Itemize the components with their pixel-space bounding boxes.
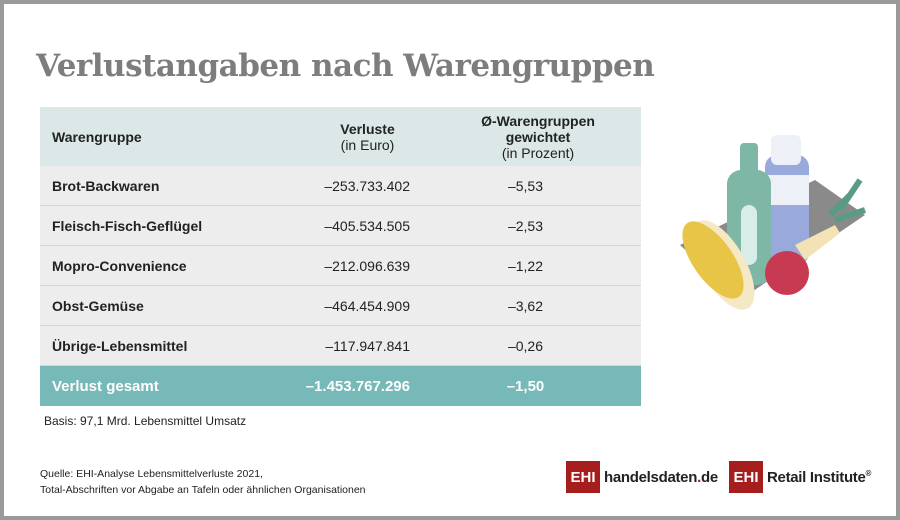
- row-name: Obst-Gemüse: [52, 297, 144, 314]
- retail-institute-text: Retail Institute®: [767, 469, 871, 486]
- ehi-mark: EHI: [729, 461, 763, 493]
- total-pct: –1,50: [506, 377, 545, 395]
- header-warengruppe: Warengruppe: [52, 128, 142, 145]
- tomato-icon: [765, 251, 809, 295]
- row-pct: –5,53: [507, 177, 544, 194]
- row-name: Mopro-Convenience: [52, 257, 187, 274]
- row-pct: –0,26: [507, 337, 544, 354]
- ehi-retail-logo[interactable]: EHI Retail Institute®: [729, 461, 871, 493]
- total-loss: –1.453.767.296: [305, 377, 410, 395]
- table-row: Übrige-Lebensmittel –117.947.841 –0,26: [40, 326, 641, 366]
- header-prozent-label2: gewichtet: [505, 128, 571, 145]
- row-pct: –3,62: [507, 297, 544, 314]
- loss-table: Warengruppe Verluste (in Euro) Ø-Warengr…: [40, 107, 641, 406]
- ehi-mark: EHI: [566, 461, 600, 493]
- table-row: Brot-Backwaren –253.733.402 –5,53: [40, 166, 641, 206]
- header-prozent-label: Ø-Warengruppen: [481, 112, 595, 129]
- total-name: Verlust gesamt: [52, 377, 159, 395]
- row-name: Fleisch-Fisch-Geflügel: [52, 217, 203, 234]
- row-pct: –1,22: [507, 257, 544, 274]
- header-verluste-unit: (in Euro): [340, 136, 395, 153]
- logo-dot: .: [697, 468, 701, 486]
- header-verluste-label: Verluste: [340, 120, 395, 137]
- table-row: Obst-Gemüse –464.454.909 –3,62: [40, 286, 641, 326]
- row-name: Brot-Backwaren: [52, 177, 160, 194]
- row-name: Übrige-Lebensmittel: [52, 337, 188, 354]
- logo-text-a: handelsdaten: [604, 468, 698, 486]
- groceries-illustration-icon: [680, 135, 866, 310]
- source-note: Quelle: EHI-Analyse Lebensmittelverluste…: [40, 466, 366, 498]
- row-loss: –117.947.841: [325, 337, 410, 354]
- carrot-icon: [795, 225, 840, 260]
- table-row: Fleisch-Fisch-Geflügel –405.534.505 –2,53: [40, 206, 641, 246]
- row-loss: –212.096.639: [324, 257, 410, 274]
- row-loss: –253.733.402: [324, 177, 410, 194]
- handelsdaten-text: handelsdaten.de: [604, 469, 718, 486]
- source-line-2: Total-Abschriften vor Abgabe an Tafeln o…: [40, 484, 366, 496]
- logo-retail: Retail Institute: [767, 468, 866, 486]
- row-loss: –405.534.505: [324, 217, 410, 234]
- basis-note: Basis: 97,1 Mrd. Lebensmittel Umsatz: [44, 414, 247, 428]
- header-verluste: Verluste (in Euro): [270, 121, 435, 153]
- table-row: Mopro-Convenience –212.096.639 –1,22: [40, 246, 641, 286]
- total-row: Verlust gesamt –1.453.767.296 –1,50: [40, 366, 641, 406]
- handelsdaten-logo[interactable]: EHI handelsdaten.de: [566, 461, 718, 493]
- row-pct: –2,53: [507, 217, 544, 234]
- bread-icon: [682, 221, 744, 299]
- page-title: Verlustangaben nach Warengruppen: [36, 48, 655, 84]
- row-loss: –464.454.909: [324, 297, 410, 314]
- logo-text-b: de: [700, 468, 718, 486]
- source-line-1: Quelle: EHI-Analyse Lebensmittelverluste…: [40, 468, 263, 480]
- header-prozent: Ø-Warengruppen gewichtet (in Prozent): [435, 113, 641, 161]
- header-prozent-unit: (in Prozent): [501, 144, 575, 161]
- table-header: Warengruppe Verluste (in Euro) Ø-Warengr…: [40, 107, 641, 166]
- registered-mark: ®: [865, 468, 872, 478]
